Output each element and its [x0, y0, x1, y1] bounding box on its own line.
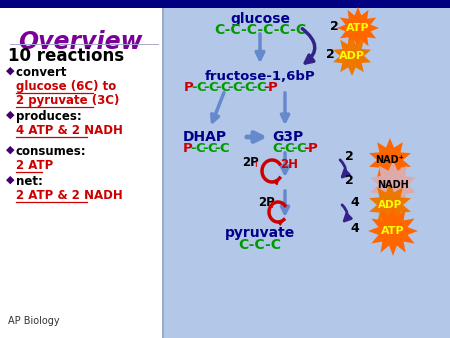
Polygon shape [368, 206, 418, 256]
Text: C: C [244, 81, 254, 94]
Polygon shape [337, 7, 379, 49]
Text: convert: convert [16, 66, 71, 79]
Text: 2H: 2H [280, 158, 298, 171]
Text: 2: 2 [326, 48, 335, 61]
Text: -: - [264, 81, 269, 94]
Text: -: - [228, 81, 233, 94]
Text: net:: net: [16, 175, 43, 188]
Text: 4 ATP & 2 NADH: 4 ATP & 2 NADH [16, 124, 123, 137]
Text: ◆: ◆ [6, 175, 14, 185]
Bar [162, 8, 164, 338]
Text: -: - [202, 142, 208, 155]
Text: C: C [196, 81, 206, 94]
Text: C: C [284, 142, 293, 155]
Text: ATP: ATP [381, 226, 405, 236]
Text: NADH: NADH [377, 180, 409, 190]
Text: glucose (6C) to: glucose (6C) to [16, 80, 116, 93]
Text: 4: 4 [350, 221, 359, 235]
Text: -: - [303, 142, 309, 155]
Text: produces:: produces: [16, 110, 82, 123]
Text: ATP: ATP [346, 23, 370, 33]
Text: P: P [268, 81, 278, 94]
Text: 2 ATP & 2 NADH: 2 ATP & 2 NADH [16, 189, 123, 202]
Text: -: - [190, 142, 196, 155]
Text: -: - [252, 81, 257, 94]
Text: ◆: ◆ [6, 110, 14, 120]
Text: C: C [207, 142, 216, 155]
Polygon shape [333, 36, 371, 76]
Text: 10 reactions: 10 reactions [8, 47, 124, 65]
Text: C-C-C: C-C-C [238, 238, 282, 252]
Text: DHAP: DHAP [183, 130, 227, 144]
Text: C: C [195, 142, 205, 155]
Text: i: i [270, 200, 273, 210]
Bar [0, 0, 450, 8]
Text: 2 ATP: 2 ATP [16, 159, 53, 172]
Text: ◆: ◆ [6, 145, 14, 155]
Text: P: P [308, 142, 318, 155]
Text: ADP: ADP [339, 51, 365, 61]
Text: G3P: G3P [272, 130, 303, 144]
Text: C: C [220, 81, 230, 94]
Text: ADP: ADP [378, 200, 402, 210]
Text: glucose: glucose [230, 12, 290, 26]
Bar [0, 0, 162, 338]
Text: P: P [184, 81, 194, 94]
Text: -: - [239, 81, 245, 94]
Text: 4: 4 [350, 195, 359, 209]
Text: -: - [292, 142, 297, 155]
Text: NAD⁺: NAD⁺ [376, 155, 405, 165]
Polygon shape [369, 138, 411, 182]
Text: 2: 2 [330, 20, 339, 32]
Text: C: C [296, 142, 306, 155]
Text: C: C [272, 142, 282, 155]
Text: -: - [215, 142, 220, 155]
Text: 2P: 2P [258, 196, 275, 210]
Text: C: C [208, 81, 218, 94]
Text: i: i [254, 159, 257, 169]
Text: C: C [219, 142, 229, 155]
Text: C: C [256, 81, 265, 94]
Text: P: P [183, 142, 193, 155]
Text: fructose-1,6bP: fructose-1,6bP [205, 70, 315, 83]
Text: -: - [216, 81, 221, 94]
Text: AP Biology: AP Biology [8, 316, 59, 326]
Text: pyruvate: pyruvate [225, 226, 295, 240]
Text: C: C [232, 81, 242, 94]
Text: consumes:: consumes: [16, 145, 86, 158]
Text: 2 pyruvate (3C): 2 pyruvate (3C) [16, 94, 119, 107]
Text: -: - [192, 81, 197, 94]
Text: Overview: Overview [18, 30, 143, 54]
Text: -: - [203, 81, 209, 94]
Text: 2P: 2P [242, 155, 259, 169]
Text: 2: 2 [345, 174, 354, 188]
Text: 2: 2 [345, 150, 354, 164]
Polygon shape [369, 183, 411, 227]
Text: -: - [279, 142, 285, 155]
Polygon shape [370, 161, 416, 209]
Text: C-C-C-C-C-C: C-C-C-C-C-C [214, 23, 306, 37]
Text: ◆: ◆ [6, 66, 14, 76]
Bar [162, 0, 450, 338]
